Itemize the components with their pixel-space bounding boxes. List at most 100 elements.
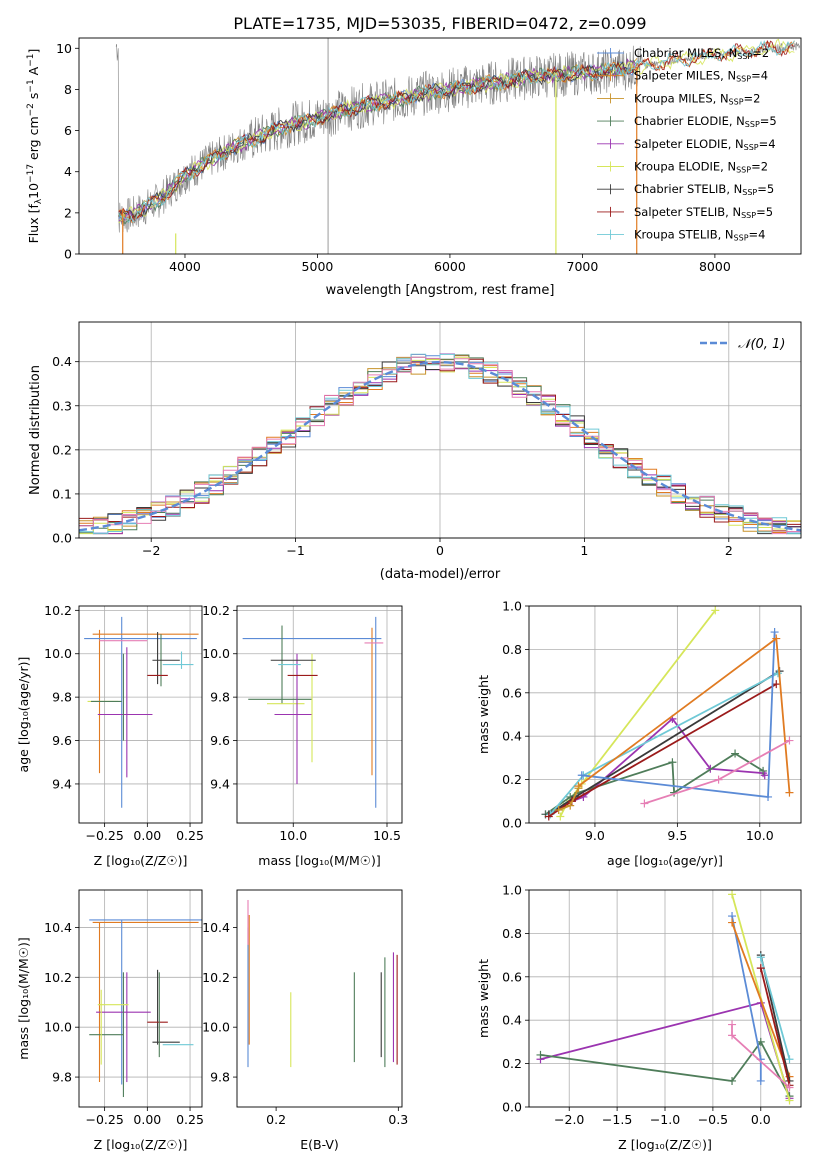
ticks: −0.25 0.00 0.25 9.8 10.0 10.2 10.4 <box>44 920 204 1127</box>
y-tick-label: 10.2 <box>202 603 230 618</box>
axes-frame <box>528 605 802 824</box>
weight-marker <box>756 1076 765 1085</box>
y-tick-label: 10.0 <box>44 1020 72 1035</box>
weight-marker <box>772 634 781 643</box>
y-tick-label: 10.4 <box>44 920 72 935</box>
x-tick-label: 0.0 <box>751 1112 771 1127</box>
y-tick-label: 9.4 <box>52 776 72 791</box>
weight_vs_Z-panel: −2.0 −1.5 −1.0 −0.5 0.0 0.0 0.2 0.4 0.6 0.8 1.0 Z [… <box>476 883 802 1152</box>
axes-frame <box>528 889 802 1108</box>
axes-frame <box>78 37 802 255</box>
figure-title: PLATE=1735, MJD=53035, FIBERID=0472, z=0… <box>233 14 646 33</box>
age_vs_mass-panel: 10.0 10.5 9.4 9.6 9.8 10.0 10.2 mass [log₁₀(M/M… <box>202 603 403 868</box>
y-tick-label: 1.0 <box>502 883 522 898</box>
y-tick-label: 0.0 <box>502 1100 522 1115</box>
y-tick-label: 1.0 <box>502 599 522 614</box>
y-tick-label: 9.6 <box>210 733 230 748</box>
histogram-step <box>79 356 801 535</box>
y-axis-label: mass [log₁₀(M/M☉)] <box>16 937 31 1059</box>
weight-marker <box>764 792 773 801</box>
x-tick-label: 10.5 <box>373 828 401 843</box>
y-tick-label: 0.0 <box>502 816 522 831</box>
x-tick-label: −1 <box>286 543 304 558</box>
spectrum-model-line <box>118 39 795 223</box>
x-axis-label: wavelength [Angstrom, rest frame] <box>326 283 555 298</box>
spectrum-model-line <box>118 38 795 224</box>
plot-area <box>242 616 384 808</box>
weight-marker <box>773 669 782 678</box>
y-tick-label: 0.0 <box>52 531 72 546</box>
normal-curve <box>79 360 801 532</box>
legend-entry: Kroupa MILES, NSSP=2 <box>634 91 760 106</box>
weight-marker <box>640 799 649 808</box>
y-tick-label: 9.8 <box>210 1070 230 1085</box>
plot-area <box>89 919 202 1098</box>
x-axis-label: Z [log₁₀(Z/Z☉)] <box>618 1137 712 1152</box>
ticks: 10.0 10.5 9.4 9.6 9.8 10.0 10.2 <box>202 603 401 843</box>
y-axis-label: age [log₁₀(age/yr)] <box>16 657 31 773</box>
ticks: −2.0 −1.5 −1.0 −0.5 0.0 0.0 0.2 0.4 0.6 0.8 1.0 <box>502 883 771 1128</box>
x-tick-label: 8000 <box>699 259 731 274</box>
weight-marker <box>785 1096 794 1105</box>
ticks: −0.25 0.00 0.25 9.4 9.6 9.8 10.0 10.2 <box>44 603 204 843</box>
weight-marker <box>760 771 769 780</box>
y-tick-label: 10.0 <box>202 646 230 661</box>
y-tick-label: 0.6 <box>502 969 522 984</box>
legend-entry: Salpeter MILES, NSSP=4 <box>634 69 768 84</box>
x-tick-label: 0 <box>436 543 444 558</box>
y-tick-label: 9.4 <box>210 776 230 791</box>
weight-marker <box>785 736 794 745</box>
residuals-panel: −2 −1 0 1 2 0.0 0.1 0.2 0.3 0.4 𝒩(0, 1) (data-model… <box>28 321 802 582</box>
y-tick-label: 0.8 <box>502 642 522 657</box>
x-tick-label: −2.0 <box>554 1112 584 1127</box>
y-tick-label: 9.8 <box>52 1070 72 1085</box>
y-tick-label: 10.2 <box>44 603 72 618</box>
weight-line <box>559 609 717 817</box>
weight-marker <box>772 680 781 689</box>
spectrum-panel: 4000 5000 6000 7000 8000 0 2 4 6 8 10 Chabrier MILE… <box>26 37 802 298</box>
ticks: −2 −1 0 1 2 0.0 0.1 0.2 0.3 0.4 <box>52 354 733 558</box>
plot-area <box>84 616 199 808</box>
plot-area <box>79 353 801 535</box>
age_vs_Z-panel: −0.25 0.00 0.25 9.4 9.6 9.8 10.0 10.2 Z [log₁₀(Z… <box>16 603 204 868</box>
weight-marker <box>756 953 765 962</box>
ticks: 4000 5000 6000 7000 8000 0 2 4 6 8 10 <box>56 41 731 274</box>
x-tick-label: 0.00 <box>133 828 161 843</box>
axes-frame <box>236 889 403 1108</box>
weight-marker <box>668 758 677 767</box>
weight-marker <box>711 606 720 615</box>
x-tick-label: 5000 <box>302 259 334 274</box>
y-axis-label: mass weight <box>476 959 491 1038</box>
y-axis-label: mass weight <box>476 675 491 754</box>
x-axis-label: age [log₁₀(age/yr)] <box>607 853 723 868</box>
legend-entry: Chabrier STELIB, NSSP=5 <box>634 182 774 197</box>
y-tick-label: 2 <box>64 205 72 220</box>
x-tick-label: 0.25 <box>176 1112 204 1127</box>
weight-marker <box>756 964 765 973</box>
weight-line <box>731 922 791 1077</box>
weight-marker <box>759 766 768 775</box>
axes-frame <box>78 889 203 1108</box>
x-tick-label: 0.25 <box>176 828 204 843</box>
weight-marker <box>556 812 565 821</box>
y-tick-label: 9.8 <box>52 690 72 705</box>
y-tick-label: 0.2 <box>502 1056 522 1071</box>
y-tick-label: 0.8 <box>502 926 522 941</box>
weight-line <box>731 915 762 1081</box>
x-tick-label: −0.5 <box>698 1112 728 1127</box>
y-tick-label: 6 <box>64 123 72 138</box>
weight-marker <box>728 918 737 927</box>
y-tick-label: 10.4 <box>202 920 230 935</box>
weight-marker <box>728 1076 737 1085</box>
y-tick-label: 0.2 <box>502 772 522 787</box>
axes-frame <box>78 321 802 539</box>
weight-marker <box>536 1050 545 1059</box>
plot-area <box>536 890 794 1105</box>
y-tick-label: 0.2 <box>52 442 72 457</box>
weight-marker <box>544 812 553 821</box>
legend-entry: Kroupa STELIB, NSSP=4 <box>634 228 765 243</box>
x-tick-label: −1.5 <box>602 1112 632 1127</box>
legend-entry: 𝒩(0, 1) <box>738 337 785 352</box>
weight-line <box>759 967 791 1086</box>
